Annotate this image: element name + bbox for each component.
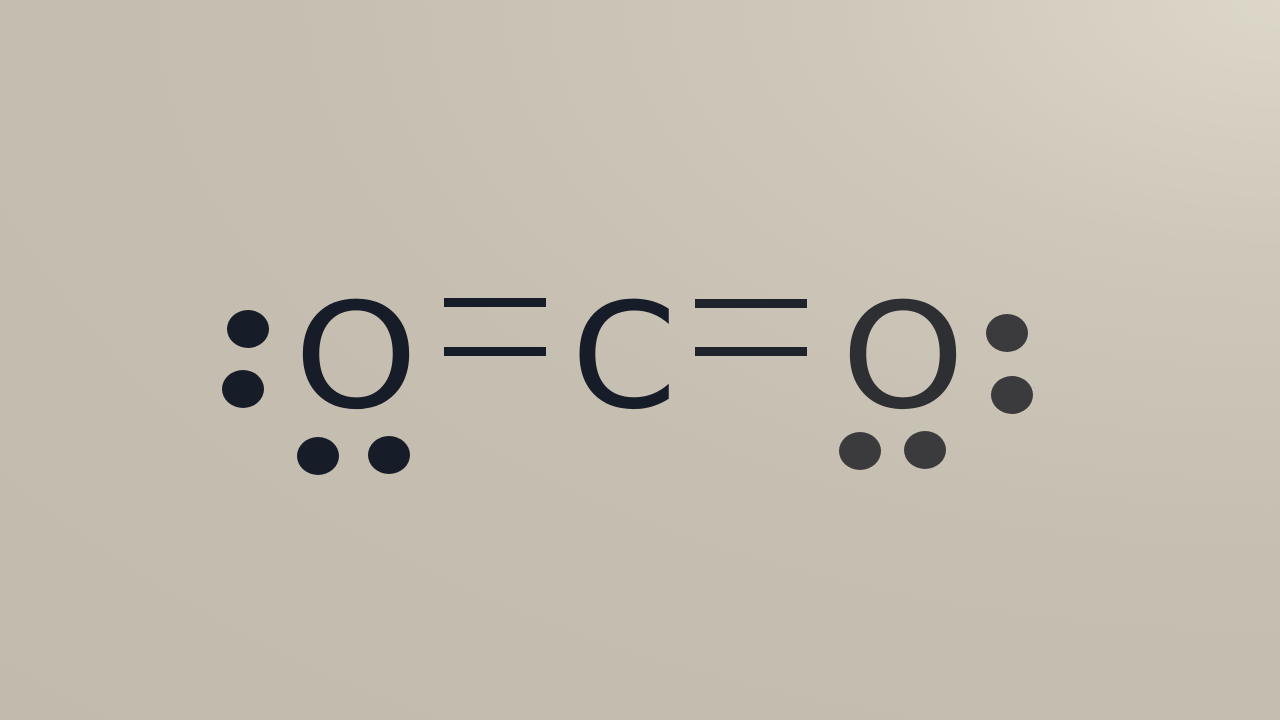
- lone-pair-dot: [904, 431, 946, 469]
- atom-oxygen-right: O: [841, 272, 965, 442]
- double-bond-left: [444, 298, 546, 356]
- lone-pair-dot: [297, 437, 339, 475]
- atom-oxygen-left: O: [294, 272, 418, 442]
- bond-line: [444, 298, 546, 307]
- lone-pair-dot: [222, 370, 264, 408]
- atom-carbon: C: [571, 272, 677, 442]
- lone-pair-dot: [839, 432, 881, 470]
- lone-pair-dot: [227, 310, 269, 348]
- lone-pair-dot: [991, 376, 1033, 414]
- bond-line: [444, 347, 546, 356]
- lone-pair-dot: [368, 436, 410, 474]
- double-bond-right: [695, 299, 807, 356]
- right-oxygen-lone-pairs: [839, 314, 1033, 470]
- bond-line: [695, 347, 807, 356]
- left-oxygen-lone-pairs: [222, 310, 410, 475]
- lone-pair-dot: [986, 314, 1028, 352]
- bond-line: [695, 299, 807, 308]
